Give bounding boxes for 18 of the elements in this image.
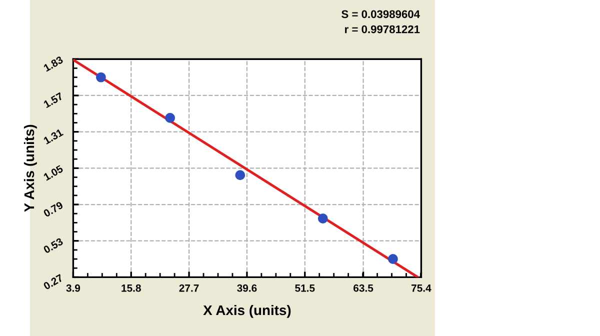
x-tick-label: 75.4	[412, 284, 432, 292]
x-tick-label: 39.6	[237, 284, 257, 292]
y-tick-label: 0.27	[42, 274, 64, 290]
x-tick-label: 15.8	[122, 284, 141, 292]
text: r = 0.99781221	[345, 25, 420, 34]
y-tick-label: 1.83	[43, 56, 64, 72]
x-tick-label: 3.9	[66, 284, 80, 292]
y-tick-label: 0.79	[42, 201, 64, 218]
x-tick-label: 27.7	[179, 284, 199, 292]
y-tick-label: 1.31	[43, 128, 64, 144]
y-axis-title: Y Axis (units)	[24, 124, 37, 212]
x-tick-label: 51.5	[295, 284, 315, 292]
y-tick-label: 0.53	[42, 238, 64, 254]
x-axis-title: X Axis (units)	[203, 304, 291, 318]
y-tick-label: 1.05	[43, 164, 64, 181]
text: S = 0.03989604	[342, 10, 420, 18]
x-tick-label: 63.5	[354, 284, 374, 292]
y-tick-label: 1.57	[43, 92, 64, 108]
